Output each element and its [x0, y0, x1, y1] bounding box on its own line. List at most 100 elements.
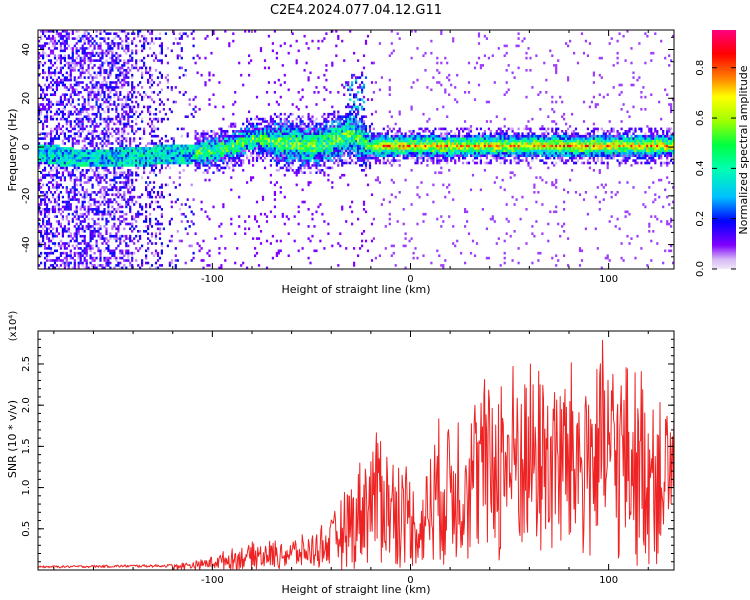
heatmap-cell [93, 39, 96, 43]
heatmap-cell [273, 134, 276, 138]
heatmap-cell [315, 149, 318, 153]
heatmap-cell [267, 144, 270, 148]
heatmap-cell [131, 161, 134, 165]
heatmap-cell [311, 156, 314, 160]
heatmap-cell [281, 130, 284, 133]
heatmap-cell [57, 147, 60, 150]
heatmap-cell [172, 159, 175, 162]
heatmap-cell [285, 154, 288, 157]
heatmap-cell [81, 215, 84, 218]
heatmap-cell [154, 149, 158, 153]
heatmap-cell [232, 137, 235, 140]
heatmap-cell [59, 81, 62, 84]
heatmap-cell [131, 195, 134, 199]
heatmap-cell [91, 217, 94, 221]
heatmap-cell [135, 61, 138, 65]
heatmap-cell [127, 169, 130, 172]
heatmap-cell [174, 149, 177, 153]
heatmap-cell [123, 49, 126, 53]
heatmap-cell [345, 125, 348, 128]
heatmap-cell [311, 147, 314, 150]
heatmap-cell [150, 78, 154, 82]
heatmap-cell [40, 137, 43, 140]
heatmap-cell [214, 151, 217, 155]
heatmap-cell [335, 132, 338, 135]
heatmap-cell [198, 166, 201, 170]
heatmap-cell [67, 100, 70, 104]
heatmap-cell [285, 166, 288, 170]
heatmap-cell [45, 112, 49, 116]
heatmap-cell [115, 259, 118, 262]
heatmap-cell [125, 173, 128, 177]
heatmap-cell [321, 39, 324, 43]
heatmap-cell [329, 112, 332, 116]
heatmap-cell [333, 130, 336, 133]
heatmap-cell [317, 164, 320, 167]
heatmap-cell [83, 242, 86, 245]
heatmap-cell [297, 125, 300, 128]
heatmap-cell [125, 112, 128, 116]
heatmap-cell [168, 166, 171, 170]
heatmap-cell [71, 66, 74, 70]
heatmap-cell [71, 151, 74, 155]
heatmap-cell [349, 125, 352, 128]
heatmap-cell [38, 210, 41, 214]
heatmap-cell [49, 239, 53, 243]
heatmap-cell [339, 244, 342, 248]
heatmap-cell [105, 159, 108, 162]
heatmap-cell [38, 178, 41, 182]
heatmap-cell [123, 105, 126, 109]
heatmap-cell [117, 76, 120, 79]
heatmap-cell [178, 149, 181, 153]
heatmap-cell [125, 249, 128, 253]
heatmap-cell [202, 130, 205, 133]
heatmap-cell [61, 56, 64, 60]
heatmap-cell [89, 61, 92, 65]
heatmap-cell [297, 159, 300, 162]
heatmap-cell [121, 132, 124, 135]
heatmap-cell [123, 161, 126, 165]
heatmap-cell [141, 34, 144, 38]
heatmap-cell [263, 132, 267, 135]
heatmap-cell [67, 37, 70, 40]
heatmap-cell [149, 142, 152, 145]
heatmap-cell [49, 200, 53, 204]
heatmap-cell [83, 88, 86, 92]
heatmap-cell [103, 178, 106, 182]
heatmap-cell [329, 149, 332, 153]
heatmap-cell [47, 254, 51, 257]
heatmap-cell [45, 156, 49, 160]
heatmap-cell [101, 144, 104, 148]
heatmap-cell [87, 59, 90, 62]
heatmap-cell [327, 149, 330, 153]
heatmap-cell [180, 212, 183, 216]
heatmap-cell [99, 142, 102, 145]
heatmap-cell [117, 132, 120, 135]
heatmap-cell [184, 151, 187, 155]
heatmap-cell [77, 49, 80, 53]
heatmap-cell [299, 127, 302, 131]
heatmap-cell [327, 156, 330, 160]
heatmap-cell [331, 117, 334, 121]
heatmap-cell [325, 159, 328, 162]
heatmap-cell [63, 156, 66, 160]
heatmap-cell [42, 154, 45, 157]
heatmap-cell [202, 139, 205, 143]
heatmap-cell [349, 205, 352, 209]
heatmap-cell [89, 225, 92, 228]
heatmap-cell [51, 88, 55, 92]
heatmap-cell [172, 142, 175, 145]
heatmap-cell [40, 242, 43, 245]
heatmap-cell [236, 161, 239, 165]
heatmap-cell [172, 139, 175, 143]
heatmap-cell [75, 88, 78, 92]
heatmap-cell [65, 39, 68, 43]
heatmap-cell [51, 227, 55, 231]
heatmap-cell [131, 59, 134, 62]
heatmap-cell [53, 234, 57, 238]
heatmap-cell [101, 117, 104, 121]
heatmap-cell [59, 59, 62, 62]
heatmap-cell [95, 51, 98, 55]
heatmap-cell [259, 147, 263, 150]
heatmap-cell [75, 178, 78, 182]
